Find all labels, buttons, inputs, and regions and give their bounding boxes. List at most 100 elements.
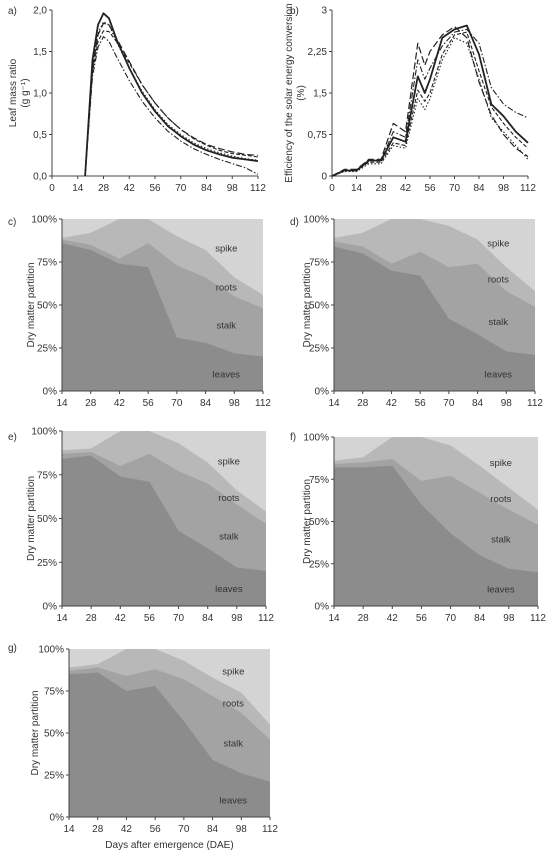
x-tick-label: 14: [328, 613, 340, 624]
panel-a: a) 0 14 28 42 56 70 84 98 112 0,0 0,5 1,0 1,5 2,0 Leaf …: [8, 6, 266, 195]
stack-label-leaves: leaves: [215, 584, 243, 595]
y-tick-label: 75%: [309, 258, 329, 269]
y-tick-label: 25%: [44, 771, 64, 782]
x-tick-label: 56: [150, 824, 162, 835]
x-tick-label: 98: [503, 613, 515, 624]
x-tick-label: 28: [358, 613, 370, 624]
area-leaves: [62, 243, 263, 391]
y-tick-label: 0%: [43, 602, 58, 613]
x-tick-label: 112: [520, 183, 536, 194]
y-tick-label: 100%: [303, 215, 329, 226]
y-tick-label: 25%: [37, 558, 57, 569]
x-tick-label: 112: [262, 824, 278, 835]
y-axis-title: Efficiency of the solar energy conversio…: [284, 3, 295, 182]
y-tick-label: 25%: [37, 344, 57, 355]
x-tick-label: 98: [498, 183, 510, 194]
y-axis-title: Dry matter partition: [26, 476, 37, 561]
x-tick-label: 84: [201, 183, 213, 194]
x-tick-label: 112: [527, 398, 543, 409]
stack-label-leaves: leaves: [213, 369, 241, 380]
y-axis-title: Dry matter partition: [30, 690, 41, 775]
y-tick-label: 75%: [309, 475, 329, 486]
x-tick-label: 14: [56, 398, 68, 409]
stack-label-stalk: stalk: [219, 532, 239, 543]
x-tick-label: 14: [56, 613, 68, 624]
panel-e: e) 14 28 42 56 70 84 98 112 0% 25% 50% 75% 100% Dry ma…: [8, 427, 274, 625]
panel-label: a): [8, 6, 17, 17]
x-tick-label: 0: [49, 183, 55, 194]
panel-label: g): [8, 643, 17, 654]
x-tick-label: 28: [98, 183, 110, 194]
x-tick-label: 70: [178, 824, 190, 835]
y-tick-label: 2,25: [308, 47, 328, 58]
y-tick-label: 2,0: [33, 6, 47, 17]
x-tick-label: 42: [400, 183, 412, 194]
x-tick-label: 56: [143, 398, 155, 409]
x-tick-label: 28: [357, 398, 369, 409]
x-tick-label: 56: [416, 613, 428, 624]
stack-label-spike: spike: [222, 666, 244, 677]
stack-label-roots: roots: [490, 494, 511, 505]
x-tick-label: 28: [375, 183, 387, 194]
x-tick-label: 70: [173, 613, 185, 624]
x-tick-label: 98: [229, 398, 241, 409]
x-tick-label: 28: [92, 824, 104, 835]
y-tick-label: 25%: [309, 344, 329, 355]
area-leaves: [62, 455, 266, 606]
y-tick-label: 1,5: [33, 47, 47, 58]
x-tick-label: 84: [473, 183, 485, 194]
stack-label-roots: roots: [488, 275, 509, 286]
area-leaves: [334, 246, 535, 391]
panel-d: d) 14 28 42 56 70 84 98 112 0% 25% 50% 75% 100% Dry ma…: [290, 215, 543, 410]
y-axis-title: Dry matter partition: [302, 262, 313, 347]
y-tick-label: 25%: [309, 559, 329, 570]
y-tick-label: 50%: [37, 514, 57, 525]
panel-g: g) 14 28 42 56 70 84 98 112 0% 25% 50% 75% 100% Dry ma…: [8, 643, 278, 851]
series-line-short-dash: [331, 31, 529, 177]
x-tick-label: 84: [202, 613, 214, 624]
x-tick-label: 84: [200, 398, 212, 409]
x-tick-label: 84: [472, 398, 484, 409]
y-tick-label: 75%: [37, 470, 57, 481]
y-tick-label: 100%: [38, 645, 64, 656]
y-tick-label: 50%: [37, 301, 57, 312]
x-tick-label: 112: [250, 183, 266, 194]
x-tick-label: 28: [85, 398, 97, 409]
x-tick-label: 112: [258, 613, 274, 624]
stack-label-stalk: stalk: [489, 317, 509, 328]
x-tick-label: 84: [474, 613, 486, 624]
series-line-dash-dot: [331, 28, 529, 177]
stack-label-stalk: stalk: [224, 739, 244, 750]
y-tick-label: 75%: [44, 687, 64, 698]
x-tick-label: 70: [449, 183, 461, 194]
y-axis-title: (g g⁻¹): [20, 78, 31, 107]
x-tick-label: 42: [124, 183, 136, 194]
x-tick-label: 70: [171, 398, 183, 409]
x-tick-label: 56: [144, 613, 156, 624]
stack-label-spike: spike: [215, 244, 237, 255]
x-tick-label: 70: [443, 398, 455, 409]
x-tick-label: 98: [227, 183, 239, 194]
stack-label-leaves: leaves: [487, 585, 515, 596]
stack-label-roots: roots: [218, 493, 239, 504]
series-line-long-dash: [331, 26, 529, 177]
area-leaves: [334, 465, 538, 606]
y-tick-label: 100%: [303, 433, 329, 444]
y-tick-label: 0,0: [33, 172, 47, 183]
x-tick-label: 98: [501, 398, 513, 409]
series-line-dotted: [84, 21, 259, 177]
x-tick-label: 112: [530, 613, 546, 624]
y-axis-title: Dry matter partition: [302, 479, 313, 564]
x-axis-title: Days after emergence (DAE): [105, 840, 233, 851]
y-axis-title: Dry matter partition: [26, 262, 37, 347]
stack-label-leaves: leaves: [220, 796, 248, 807]
x-tick-label: 14: [328, 398, 340, 409]
x-tick-label: 70: [175, 183, 187, 194]
y-axis-title: Leaf mass ratio: [8, 58, 19, 127]
x-tick-label: 0: [329, 183, 335, 194]
area-leaves: [69, 672, 270, 817]
y-axis-title: (%): [296, 85, 307, 101]
stack-label-spike: spike: [487, 239, 509, 250]
y-tick-label: 3: [321, 6, 327, 17]
